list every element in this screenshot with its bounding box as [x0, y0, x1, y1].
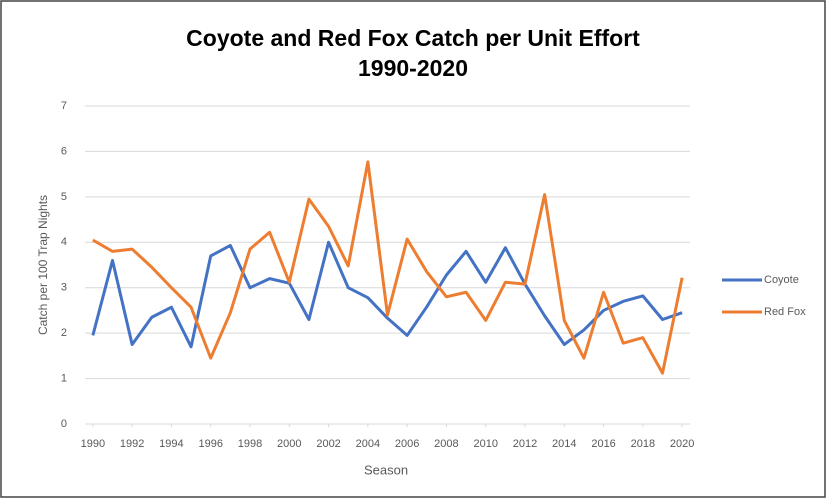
x-tick-label: 2010	[473, 438, 497, 450]
chart-subtitle: 1990-2020	[358, 55, 468, 81]
x-tick-label: 1996	[198, 438, 222, 450]
x-tick-label: 2012	[513, 438, 537, 450]
x-tick-label: 2004	[356, 438, 380, 450]
x-axis-label: Season	[364, 462, 408, 477]
y-tick-label: 1	[61, 372, 67, 384]
y-tick-label: 6	[61, 145, 67, 157]
x-tick-label: 1994	[159, 438, 183, 450]
x-tick-label: 2014	[552, 438, 576, 450]
y-axis-label: Catch per 100 Trap Nights	[36, 195, 50, 335]
x-tick-label: 1998	[238, 438, 262, 450]
x-tick-label: 2000	[277, 438, 301, 450]
x-tick-label: 2018	[631, 438, 655, 450]
y-tick-label: 2	[61, 327, 67, 339]
x-tick-label: 2016	[591, 438, 615, 450]
x-tick-label: 2008	[434, 438, 458, 450]
legend-label: Coyote	[764, 274, 799, 286]
line-series	[91, 240, 683, 349]
legend-label: Red Fox	[764, 306, 806, 318]
y-tick-label: 5	[61, 191, 67, 203]
y-tick-label: 3	[61, 282, 67, 294]
y-tick-label: 4	[61, 236, 67, 248]
x-tick-label: 2020	[670, 438, 694, 450]
x-tick-label: 1990	[81, 438, 105, 450]
chart-title: Coyote and Red Fox Catch per Unit Effort	[186, 25, 640, 51]
x-tick-label: 2002	[316, 438, 340, 450]
line-series	[92, 160, 684, 375]
y-tick-label: 0	[61, 418, 67, 430]
y-tick-label: 7	[61, 100, 67, 112]
x-tick-label: 1992	[120, 438, 144, 450]
x-tick-label: 2006	[395, 438, 419, 450]
